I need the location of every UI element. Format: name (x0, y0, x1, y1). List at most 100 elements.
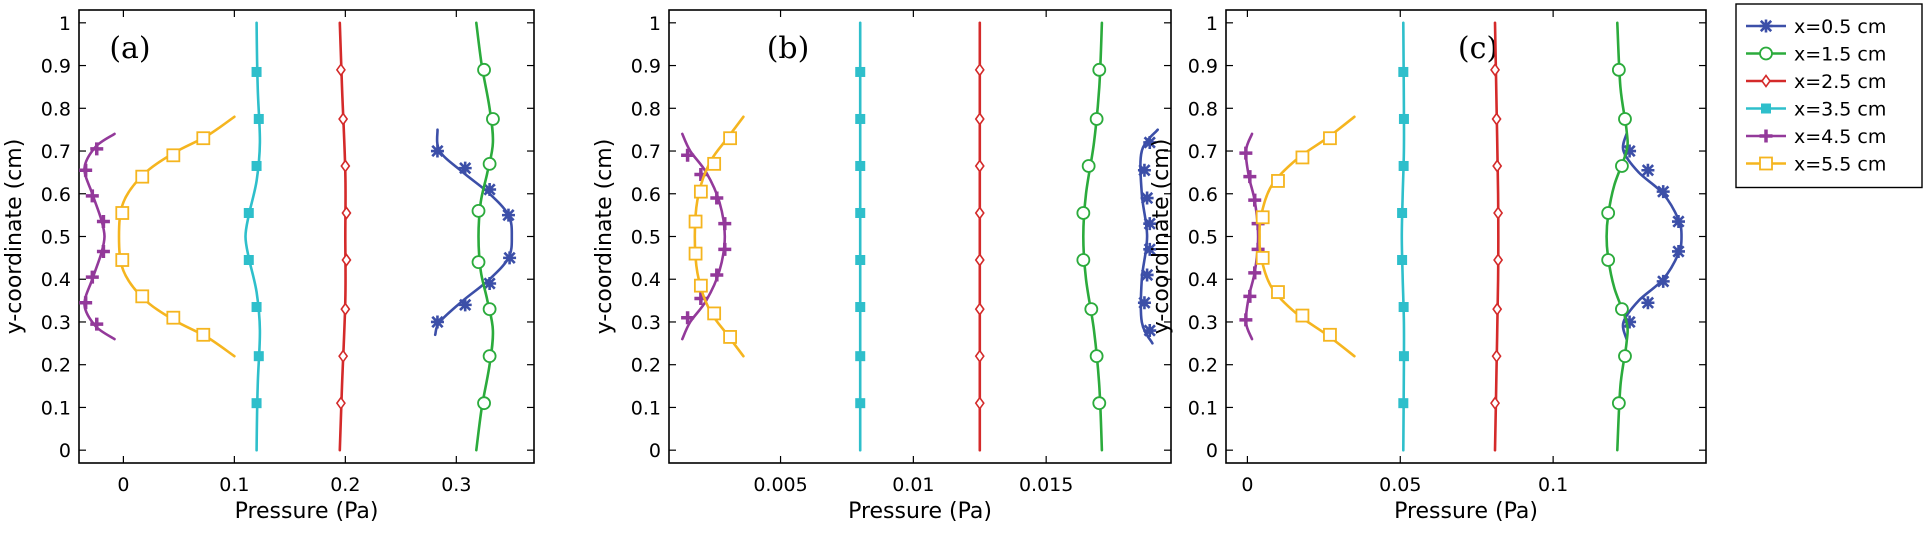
data-point-marker (1323, 327, 1337, 342)
series-x5_5cm (688, 115, 745, 358)
legend-marker (1761, 103, 1771, 114)
x-tick-label: 0.05 (1379, 474, 1421, 496)
data-point-marker (974, 159, 985, 173)
data-point-marker (681, 148, 695, 162)
legend: x=0.5 cm x=1.5 cm x=2.5 cm x=3.5 cm x=4.5 cm… (1735, 3, 1923, 189)
data-point-marker (1398, 66, 1409, 77)
y-tick-label: 0 (649, 440, 661, 462)
data-point-marker (166, 310, 181, 325)
data-point-marker (974, 396, 985, 411)
data-point-marker (335, 396, 346, 411)
chart-panel-2: 0 0.1 0.2 0.3 0.4 0.5 0.6 0.7 0.8 0.9 1 0.005 0.01 0.… (592, 9, 1172, 524)
series-x1_5cm (1601, 21, 1632, 452)
data-point-marker (855, 302, 866, 313)
data-point-marker (1397, 207, 1408, 218)
series-x3_5cm (855, 21, 866, 452)
y-tick-label: 0.5 (631, 227, 661, 249)
y-tick-label: 0.6 (631, 184, 661, 206)
data-point-marker (430, 144, 444, 158)
legend-marker (1759, 156, 1773, 171)
data-point-marker (482, 302, 497, 317)
data-point-marker (79, 163, 93, 177)
data-point-marker (477, 62, 491, 77)
x-tick-label: 0.015 (1019, 474, 1073, 496)
data-point-marker (482, 156, 497, 171)
x-tick-label: 0.2 (330, 474, 360, 496)
data-point-marker (1092, 396, 1107, 411)
data-point-marker (1601, 206, 1616, 220)
series-line (1605, 21, 1629, 452)
data-point-marker (1271, 285, 1285, 299)
data-point-marker (1239, 313, 1253, 327)
data-point-marker (1076, 206, 1091, 220)
data-point-marker (96, 244, 110, 258)
data-point-marker (855, 207, 866, 218)
series-line (475, 21, 495, 452)
data-point-marker (90, 317, 104, 331)
data-point-marker (1656, 185, 1670, 199)
data-point-marker (483, 182, 497, 196)
data-point-marker (251, 66, 262, 77)
x-tick-label: 0 (1241, 474, 1253, 496)
data-point-marker (335, 62, 346, 77)
data-point-marker (503, 251, 517, 265)
data-point-marker (1398, 398, 1409, 409)
legend-marker (1761, 74, 1771, 88)
data-point-marker (483, 277, 497, 291)
data-point-marker (688, 214, 703, 229)
x-tick-label: 0.3 (441, 474, 471, 496)
data-point-marker (855, 160, 866, 171)
data-point-marker (1248, 193, 1262, 207)
data-point-marker (1491, 112, 1502, 126)
data-point-marker (1671, 215, 1685, 229)
data-point-marker (1140, 268, 1154, 282)
data-point-marker (1143, 217, 1157, 231)
data-point-marker (855, 398, 866, 409)
series-line (338, 21, 347, 452)
y-tick-label: 1 (1206, 13, 1218, 35)
data-point-marker (1243, 170, 1257, 184)
panel-label: (c) (1458, 31, 1498, 66)
data-point-marker (1398, 302, 1409, 313)
data-point-marker (1618, 112, 1632, 126)
data-point-marker (1623, 144, 1637, 158)
series-x0_5cm (430, 128, 517, 337)
data-point-marker (253, 113, 264, 124)
legend-entry: x=0.5 cm (1746, 16, 1886, 38)
y-tick-label: 1 (649, 13, 661, 35)
data-point-marker (338, 112, 349, 126)
data-point-marker (855, 255, 866, 266)
series-line (1244, 132, 1260, 341)
data-point-marker (341, 253, 352, 267)
series-x2_5cm (974, 21, 985, 452)
data-point-marker (681, 311, 695, 325)
y-tick-label: 0.8 (1188, 98, 1218, 120)
data-point-marker (79, 296, 93, 310)
data-point-marker (253, 351, 264, 362)
data-point-marker (1641, 163, 1655, 177)
y-axis-label: y-coordinate (cm) (2, 139, 27, 335)
data-point-marker (1255, 250, 1270, 265)
data-point-marker (723, 330, 737, 344)
data-point-marker (1143, 324, 1157, 338)
y-axis-label: y-coordinate (cm) (1149, 139, 1174, 335)
data-point-marker (341, 206, 352, 220)
y-tick-label: 0.2 (41, 355, 71, 377)
y-tick-label: 0.4 (631, 269, 661, 291)
data-point-marker (1490, 62, 1501, 77)
series-x4_5cm (79, 132, 116, 341)
x-tick-label: 0.1 (219, 474, 249, 496)
data-point-marker (166, 148, 181, 163)
legend-entry: x=2.5 cm (1746, 71, 1886, 93)
data-point-marker (723, 131, 737, 146)
legend-label: x=5.5 cm (1794, 154, 1886, 176)
chart-panels: 0 0.1 0.2 0.3 0.4 0.5 0.6 0.7 0.8 0.9 1 0 0.1 0.2 0.3 P… (2, 9, 1707, 524)
series-line (244, 21, 262, 452)
data-point-marker (196, 327, 211, 342)
series-line (117, 115, 236, 358)
data-point-marker (1656, 274, 1670, 288)
y-tick-label: 0.2 (1188, 355, 1218, 377)
data-point-marker (1492, 302, 1503, 317)
data-point-marker (1239, 146, 1253, 160)
